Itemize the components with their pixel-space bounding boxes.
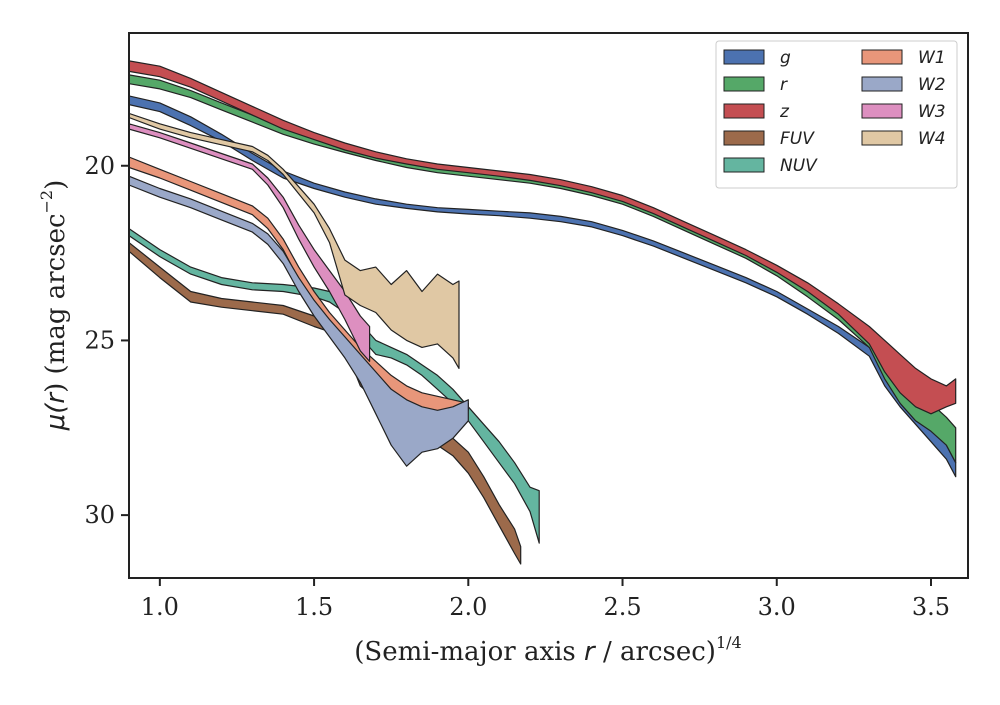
x-tick-label: 1.0 [141, 593, 179, 621]
legend-label-w4: W4 [918, 129, 946, 149]
x-tick-label: 3.0 [758, 593, 796, 621]
x-tick-label: 1.5 [295, 593, 333, 621]
series-band-w4 [129, 112, 460, 369]
x-axis-title: (Semi-major axis r / arcsec)1/4 [354, 633, 741, 667]
x-axis-title-sup: 1/4 [716, 633, 742, 652]
legend-label-r: r [780, 75, 788, 95]
y-axis-title-sup: −2 [37, 190, 56, 214]
legend-label-w1: W1 [918, 48, 946, 68]
y-tick-label: 20 [84, 152, 115, 180]
series-band-g [129, 95, 957, 478]
y-tick-label: 30 [84, 501, 115, 529]
legend-swatch-w4 [861, 130, 903, 146]
legend-label-fuv: FUV [780, 129, 815, 149]
legend-label-z: z [779, 102, 790, 122]
legend-swatch-nuv [723, 157, 765, 173]
x-tick-label: 3.5 [912, 593, 950, 621]
series-band-w3 [129, 123, 371, 362]
x-tick-label: 2.5 [603, 593, 641, 621]
legend-swatch-fuv [723, 130, 765, 146]
legend: grz FUV NUV W1 W2 W3 W4 [715, 40, 958, 189]
x-axis-title-var: r [584, 637, 597, 667]
y-tick-label: 25 [84, 326, 115, 354]
y-axis-title-main: μ( [41, 402, 71, 432]
plot-frame [128, 32, 969, 579]
x-axis-title-main: (Semi-major axis [354, 637, 584, 667]
legend-swatch-w3 [861, 103, 903, 119]
x-axis-title-tail: / arcsec) [595, 637, 716, 667]
y-axis-title: μ(r) (mag arcsec−2) [37, 180, 71, 432]
legend-swatch-w1 [861, 49, 903, 65]
y-axis-title-var: r [41, 391, 71, 404]
legend-swatch-z [723, 103, 765, 119]
series-band-w2 [129, 175, 469, 467]
y-axis-title-tail: ) (mag arcsec [41, 213, 71, 392]
series-band-z [129, 60, 957, 415]
legend-label-w3: W3 [918, 102, 946, 122]
legend-label-w2: W2 [918, 75, 946, 95]
legend-swatch-r [723, 76, 765, 92]
legend-label-nuv: NUV [780, 156, 818, 176]
legend-swatch-w2 [861, 76, 903, 92]
y-axis-title-end: ) [41, 180, 71, 190]
series-layer [129, 60, 957, 565]
tick-layer: 1.0 1.5 2.0 2.5 3.0 3.5 20 25 30 [84, 152, 950, 621]
legend-swatch-g [723, 49, 765, 65]
x-tick-label: 2.0 [449, 593, 487, 621]
legend-label-g: g [780, 48, 791, 68]
